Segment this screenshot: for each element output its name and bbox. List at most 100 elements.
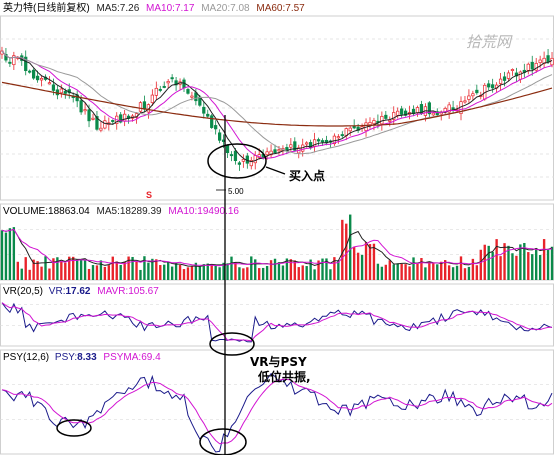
annotations: 买入点 5.00 VR与PSY 低位共振, — [56, 115, 325, 455]
candle-body — [435, 111, 439, 116]
psy-header: PSY(12,6) PSY:8.33 PSYMA:69.4 — [3, 352, 161, 363]
candle-body — [51, 84, 56, 91]
candle-body — [63, 91, 67, 94]
candle-body — [229, 154, 234, 157]
mavr-value: 105.67 — [128, 286, 159, 297]
volume-bar — [254, 259, 257, 280]
volume-bar — [56, 257, 59, 280]
candle-body — [471, 93, 475, 97]
s-marker: S — [146, 190, 152, 200]
candle-body — [233, 150, 238, 162]
candle-body — [293, 141, 297, 151]
candle-body — [538, 59, 542, 63]
candle-body — [47, 82, 52, 85]
candle-body — [431, 112, 435, 116]
volume-bar — [428, 261, 431, 280]
volume-bar — [198, 266, 202, 280]
volume-bar — [111, 256, 114, 280]
volume-bar — [87, 268, 91, 280]
volume-bar — [313, 269, 316, 280]
volume-bar — [384, 264, 388, 280]
ma10-line — [1, 50, 553, 159]
candle-body — [550, 57, 554, 66]
volume-bar — [420, 258, 423, 280]
volume-bar — [238, 267, 241, 280]
vr-low-circle — [209, 332, 255, 356]
volume-bar — [52, 258, 55, 280]
volume-bar — [364, 242, 368, 280]
candle-body — [491, 84, 495, 89]
volume-bar — [293, 260, 296, 280]
volume-bar — [281, 265, 285, 280]
volume-bar — [372, 243, 376, 280]
candle-body — [87, 109, 91, 122]
volume-bar — [432, 263, 435, 280]
ma10-label: MA10: — [146, 3, 175, 14]
volume-bar — [289, 259, 293, 280]
volume-bars — [0, 214, 554, 280]
volume-bar — [309, 259, 312, 280]
volume-bar — [297, 267, 300, 280]
candle-body — [526, 63, 530, 71]
volume-bar — [206, 263, 209, 280]
price-candles — [0, 46, 554, 171]
volume-bar — [317, 260, 320, 280]
volume-bar — [119, 264, 122, 280]
volume-bar — [265, 266, 269, 280]
volume-bar — [356, 252, 360, 280]
candle-body — [269, 150, 273, 156]
ma60-value: 7.57 — [285, 3, 305, 14]
buy-point-label: 买入点 — [289, 168, 325, 183]
volume-bar — [451, 267, 455, 280]
volume-bar — [538, 255, 542, 280]
volume-bar — [166, 261, 170, 280]
candle-body — [103, 120, 107, 129]
candle-body — [253, 155, 257, 164]
volume-bar — [95, 265, 99, 280]
price-header: 英力特(日线前复权) MA5:7.26 MA10:7.17 MA20:7.08 … — [3, 1, 305, 14]
volume-bar — [174, 262, 178, 280]
candle-body — [336, 136, 340, 139]
volume-bar — [68, 256, 71, 280]
candle-body — [158, 88, 162, 91]
candle-body — [95, 116, 99, 130]
volume-bar — [471, 258, 475, 280]
volume-bar — [123, 261, 126, 280]
volume-bar — [107, 265, 111, 280]
volume-bar — [226, 263, 229, 280]
resonance-label-line1: VR与PSY — [250, 355, 307, 369]
volume-bar — [531, 254, 534, 280]
candle-body — [24, 56, 28, 72]
candle-body — [8, 61, 12, 64]
candle-body — [214, 125, 218, 130]
candle-body — [4, 54, 8, 61]
volume-bar — [182, 269, 186, 280]
volume-bar — [75, 259, 79, 280]
candle-body — [79, 100, 83, 113]
volume-bar — [64, 262, 67, 280]
volume-bar — [503, 243, 506, 280]
volume-bar — [147, 262, 150, 280]
volume-bar — [28, 269, 31, 280]
volume-label: VOLUME: — [3, 206, 48, 217]
volume-bar — [178, 264, 182, 280]
candle-body — [403, 110, 408, 116]
volume-header: VOLUME:18863.04 MA5:18289.39 MA10:19490.… — [3, 206, 239, 217]
candle-body — [32, 69, 36, 79]
candle-body — [150, 94, 154, 103]
volume-bar — [242, 268, 245, 280]
candle-body — [162, 86, 166, 88]
volume-bar — [349, 214, 352, 280]
volume-bar — [368, 244, 372, 280]
volume-bar — [479, 249, 482, 280]
volume-bar — [483, 244, 486, 280]
candle-body — [463, 100, 467, 103]
volume-bar — [214, 265, 217, 280]
volume-bar — [186, 267, 190, 280]
candle-body — [59, 88, 63, 94]
psyma-label: PSYMA: — [103, 352, 141, 363]
volume-bar — [546, 249, 550, 280]
volume-bar — [159, 265, 162, 280]
volume-ma-lines — [1, 228, 553, 268]
volume-bar — [455, 265, 459, 280]
